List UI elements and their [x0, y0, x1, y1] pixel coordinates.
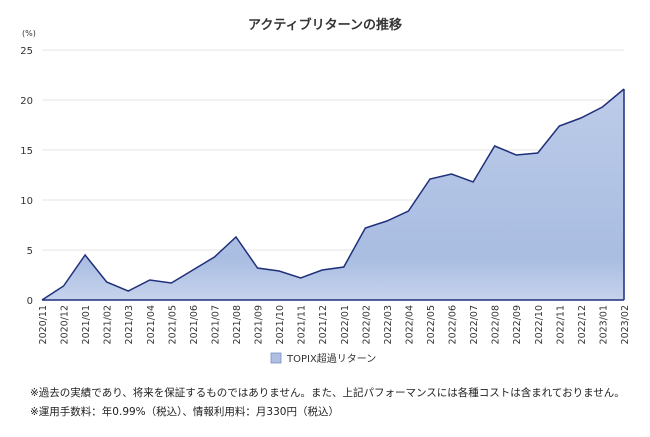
x-tick-label: 2021/06 — [189, 305, 200, 344]
x-tick-label: 2021/07 — [210, 305, 221, 344]
x-tick-label: 2022/02 — [361, 305, 372, 344]
area-chart: (%) 0 5 10 15 20 25 2020/11 2020/12 2021/01 2021/0… — [20, 29, 631, 365]
series-line — [41, 88, 625, 301]
x-tick-label: 2022/03 — [383, 305, 394, 344]
y-axis-label: (%) — [22, 29, 36, 38]
legend-label: TOPIX超過リターン — [286, 352, 376, 365]
area-fill — [42, 89, 624, 300]
x-tick-label: 2020/11 — [38, 305, 49, 344]
chart-title: アクティブリターンの推移 — [248, 18, 402, 33]
x-tick-label: 2023/01 — [598, 305, 609, 344]
x-tick-label: 2020/12 — [60, 305, 71, 344]
x-tick-label: 2022/04 — [404, 305, 415, 344]
x-tick-label: 2022/09 — [512, 305, 523, 344]
y-tick-label: 20 — [20, 96, 33, 107]
x-tick-label: 2022/07 — [469, 305, 480, 344]
x-tick-label: 2022/05 — [426, 305, 437, 344]
x-tick-label: 2021/03 — [124, 305, 135, 344]
x-tick-label: 2023/02 — [620, 305, 631, 344]
x-tick-label: 2021/02 — [103, 305, 114, 344]
x-tick-label: 2022/08 — [491, 305, 502, 344]
y-tick-label: 10 — [20, 196, 33, 207]
x-tick-label: 2021/08 — [232, 305, 243, 344]
y-tick-label: 25 — [20, 46, 33, 57]
x-tick-label: 2022/11 — [555, 305, 566, 344]
footnote: ※運用手数料：年0.99%（税込）、情報利用料：月330円（税込） — [30, 406, 339, 418]
x-tick-label: 2022/06 — [448, 305, 459, 344]
x-tick-label: 2021/12 — [318, 305, 329, 344]
x-tick-label: 2021/05 — [167, 305, 178, 344]
x-tick-label: 2022/10 — [534, 305, 545, 344]
x-tick-label: 2021/01 — [81, 305, 92, 344]
y-tick-label: 15 — [20, 146, 33, 157]
footnotes: ※過去の実績であり、将来を保証するものではありません。また、上記パフォーマンスに… — [30, 384, 625, 422]
y-tick-label: 5 — [27, 246, 33, 257]
legend-swatch — [270, 352, 282, 364]
x-tick-label: 2021/04 — [146, 305, 157, 344]
footnote: ※過去の実績であり、将来を保証するものではありません。また、上記パフォーマンスに… — [30, 387, 625, 399]
x-tick-label: 2021/10 — [275, 305, 286, 344]
y-tick-label: 0 — [27, 296, 33, 307]
x-tick-label: 2021/09 — [254, 305, 265, 344]
x-tick-label: 2022/12 — [577, 305, 588, 344]
x-tick-label: 2021/11 — [297, 305, 308, 344]
x-tick-label: 2022/01 — [340, 305, 351, 344]
